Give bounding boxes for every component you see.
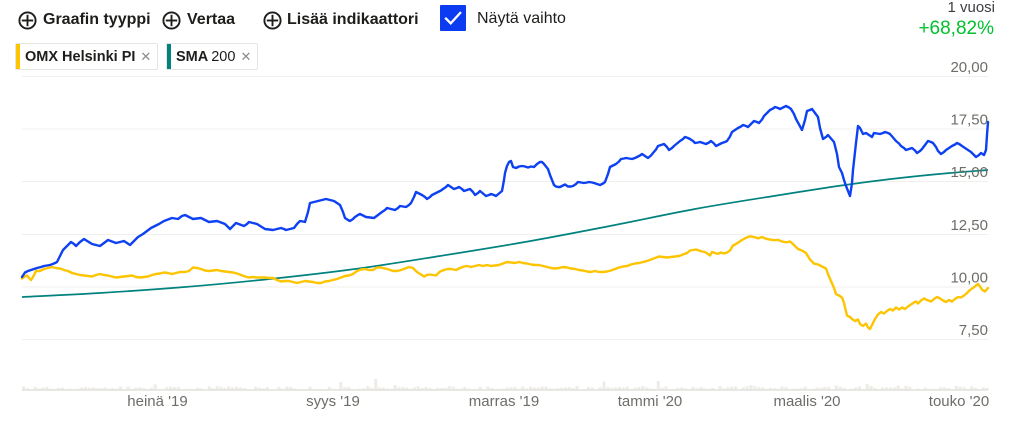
svg-text:syys '19: syys '19 xyxy=(306,393,360,410)
svg-text:marras '19: marras '19 xyxy=(469,393,539,410)
svg-text:tammi '20: tammi '20 xyxy=(618,393,683,410)
svg-text:20,00: 20,00 xyxy=(950,59,988,76)
svg-text:touko '20: touko '20 xyxy=(929,393,989,410)
svg-text:maalis '20: maalis '20 xyxy=(773,393,840,410)
svg-text:heinä '19: heinä '19 xyxy=(127,393,187,410)
svg-text:7,50: 7,50 xyxy=(959,322,988,339)
svg-text:12,50: 12,50 xyxy=(950,217,988,234)
svg-text:10,00: 10,00 xyxy=(950,270,988,287)
svg-text:17,50: 17,50 xyxy=(950,112,988,129)
svg-text:15,00: 15,00 xyxy=(950,164,988,181)
